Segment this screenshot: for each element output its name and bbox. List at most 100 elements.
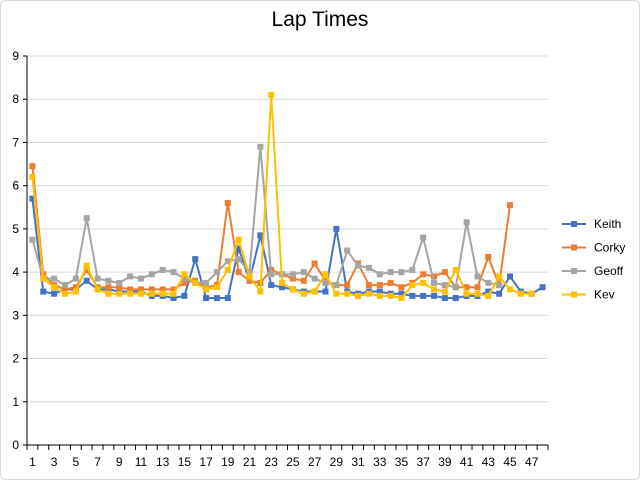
x-tick-label: 41 — [460, 455, 474, 469]
data-point — [51, 284, 58, 291]
data-point — [148, 290, 155, 297]
data-point — [159, 290, 166, 297]
data-point — [29, 195, 36, 202]
data-point — [507, 202, 514, 209]
series-geoff — [29, 143, 503, 291]
data-point — [344, 290, 351, 297]
data-point — [268, 91, 275, 98]
data-point — [441, 295, 448, 302]
data-point — [105, 277, 112, 284]
legend-marker — [571, 221, 577, 227]
data-point — [496, 273, 503, 280]
data-point — [431, 286, 438, 293]
data-point — [431, 279, 438, 286]
series-kev — [29, 91, 535, 302]
data-point — [29, 174, 36, 181]
data-point — [398, 295, 405, 302]
data-point — [29, 163, 36, 170]
data-point — [420, 292, 427, 299]
legend-item: Kev — [562, 288, 615, 302]
data-point — [376, 271, 383, 278]
x-tick-label: 47 — [525, 455, 539, 469]
data-point — [148, 271, 155, 278]
y-tick-label: 8 — [12, 92, 19, 106]
x-tick-label: 27 — [308, 455, 322, 469]
data-point — [213, 284, 220, 291]
data-point — [203, 279, 210, 286]
data-point — [127, 286, 134, 293]
data-point — [257, 232, 264, 239]
data-point — [181, 292, 188, 299]
data-point — [246, 277, 253, 284]
series-line — [31, 145, 500, 289]
data-point — [507, 273, 514, 280]
data-point — [127, 290, 134, 297]
x-tick-label: 7 — [94, 455, 101, 469]
data-point — [311, 275, 318, 282]
data-point — [137, 275, 144, 282]
x-tick-label: 43 — [482, 455, 496, 469]
chart-title: Lap Times — [271, 8, 369, 31]
data-point — [409, 292, 416, 299]
data-point — [289, 275, 296, 282]
data-point — [420, 279, 427, 286]
y-tick-label: 5 — [12, 222, 19, 236]
series-lines — [29, 91, 546, 302]
data-point — [170, 295, 177, 302]
data-point — [235, 256, 242, 263]
data-point — [148, 286, 155, 293]
legend-label: Kev — [594, 288, 615, 302]
legend: Keith Corky Geoff Kev — [562, 217, 625, 302]
data-point — [192, 256, 199, 263]
y-tick-label: 1 — [12, 395, 19, 409]
legend-marker — [571, 244, 577, 251]
x-tick-label: 29 — [330, 455, 344, 469]
data-point — [61, 290, 68, 297]
x-tick-label: 3 — [51, 455, 58, 469]
data-point — [213, 269, 220, 276]
data-point — [83, 262, 90, 269]
data-point — [116, 284, 123, 291]
data-point — [431, 292, 438, 299]
legend-item: Keith — [562, 217, 621, 231]
data-point — [322, 279, 329, 286]
data-point — [398, 284, 405, 291]
data-point — [116, 279, 123, 286]
data-point — [72, 284, 79, 291]
data-point — [300, 290, 307, 297]
data-point — [181, 271, 188, 278]
data-point — [224, 199, 231, 206]
x-tick-label: 45 — [503, 455, 517, 469]
y-tick-label: 7 — [12, 135, 19, 149]
x-tick-label: 5 — [73, 455, 80, 469]
data-point — [170, 290, 177, 297]
data-point — [452, 266, 459, 273]
data-point — [51, 275, 58, 282]
data-point — [333, 225, 340, 232]
x-tick-label: 9 — [116, 455, 123, 469]
data-point — [289, 286, 296, 293]
data-point — [235, 269, 242, 276]
x-tick-label: 35 — [395, 455, 409, 469]
data-point — [311, 260, 318, 267]
data-point — [452, 295, 459, 302]
data-point — [344, 247, 351, 254]
data-point — [431, 273, 438, 280]
data-point — [279, 284, 286, 291]
legend-label: Geoff — [594, 264, 624, 278]
data-point — [181, 275, 188, 282]
data-point — [474, 273, 481, 280]
data-point — [387, 269, 394, 276]
data-point — [61, 286, 68, 293]
data-point — [224, 258, 231, 265]
data-point — [40, 288, 47, 295]
data-point — [116, 290, 123, 297]
data-point — [203, 295, 210, 302]
data-point — [441, 282, 448, 289]
legend-item: Corky — [562, 241, 625, 255]
data-point — [398, 269, 405, 276]
data-point — [333, 282, 340, 289]
data-point — [485, 279, 492, 286]
data-point — [257, 143, 264, 150]
